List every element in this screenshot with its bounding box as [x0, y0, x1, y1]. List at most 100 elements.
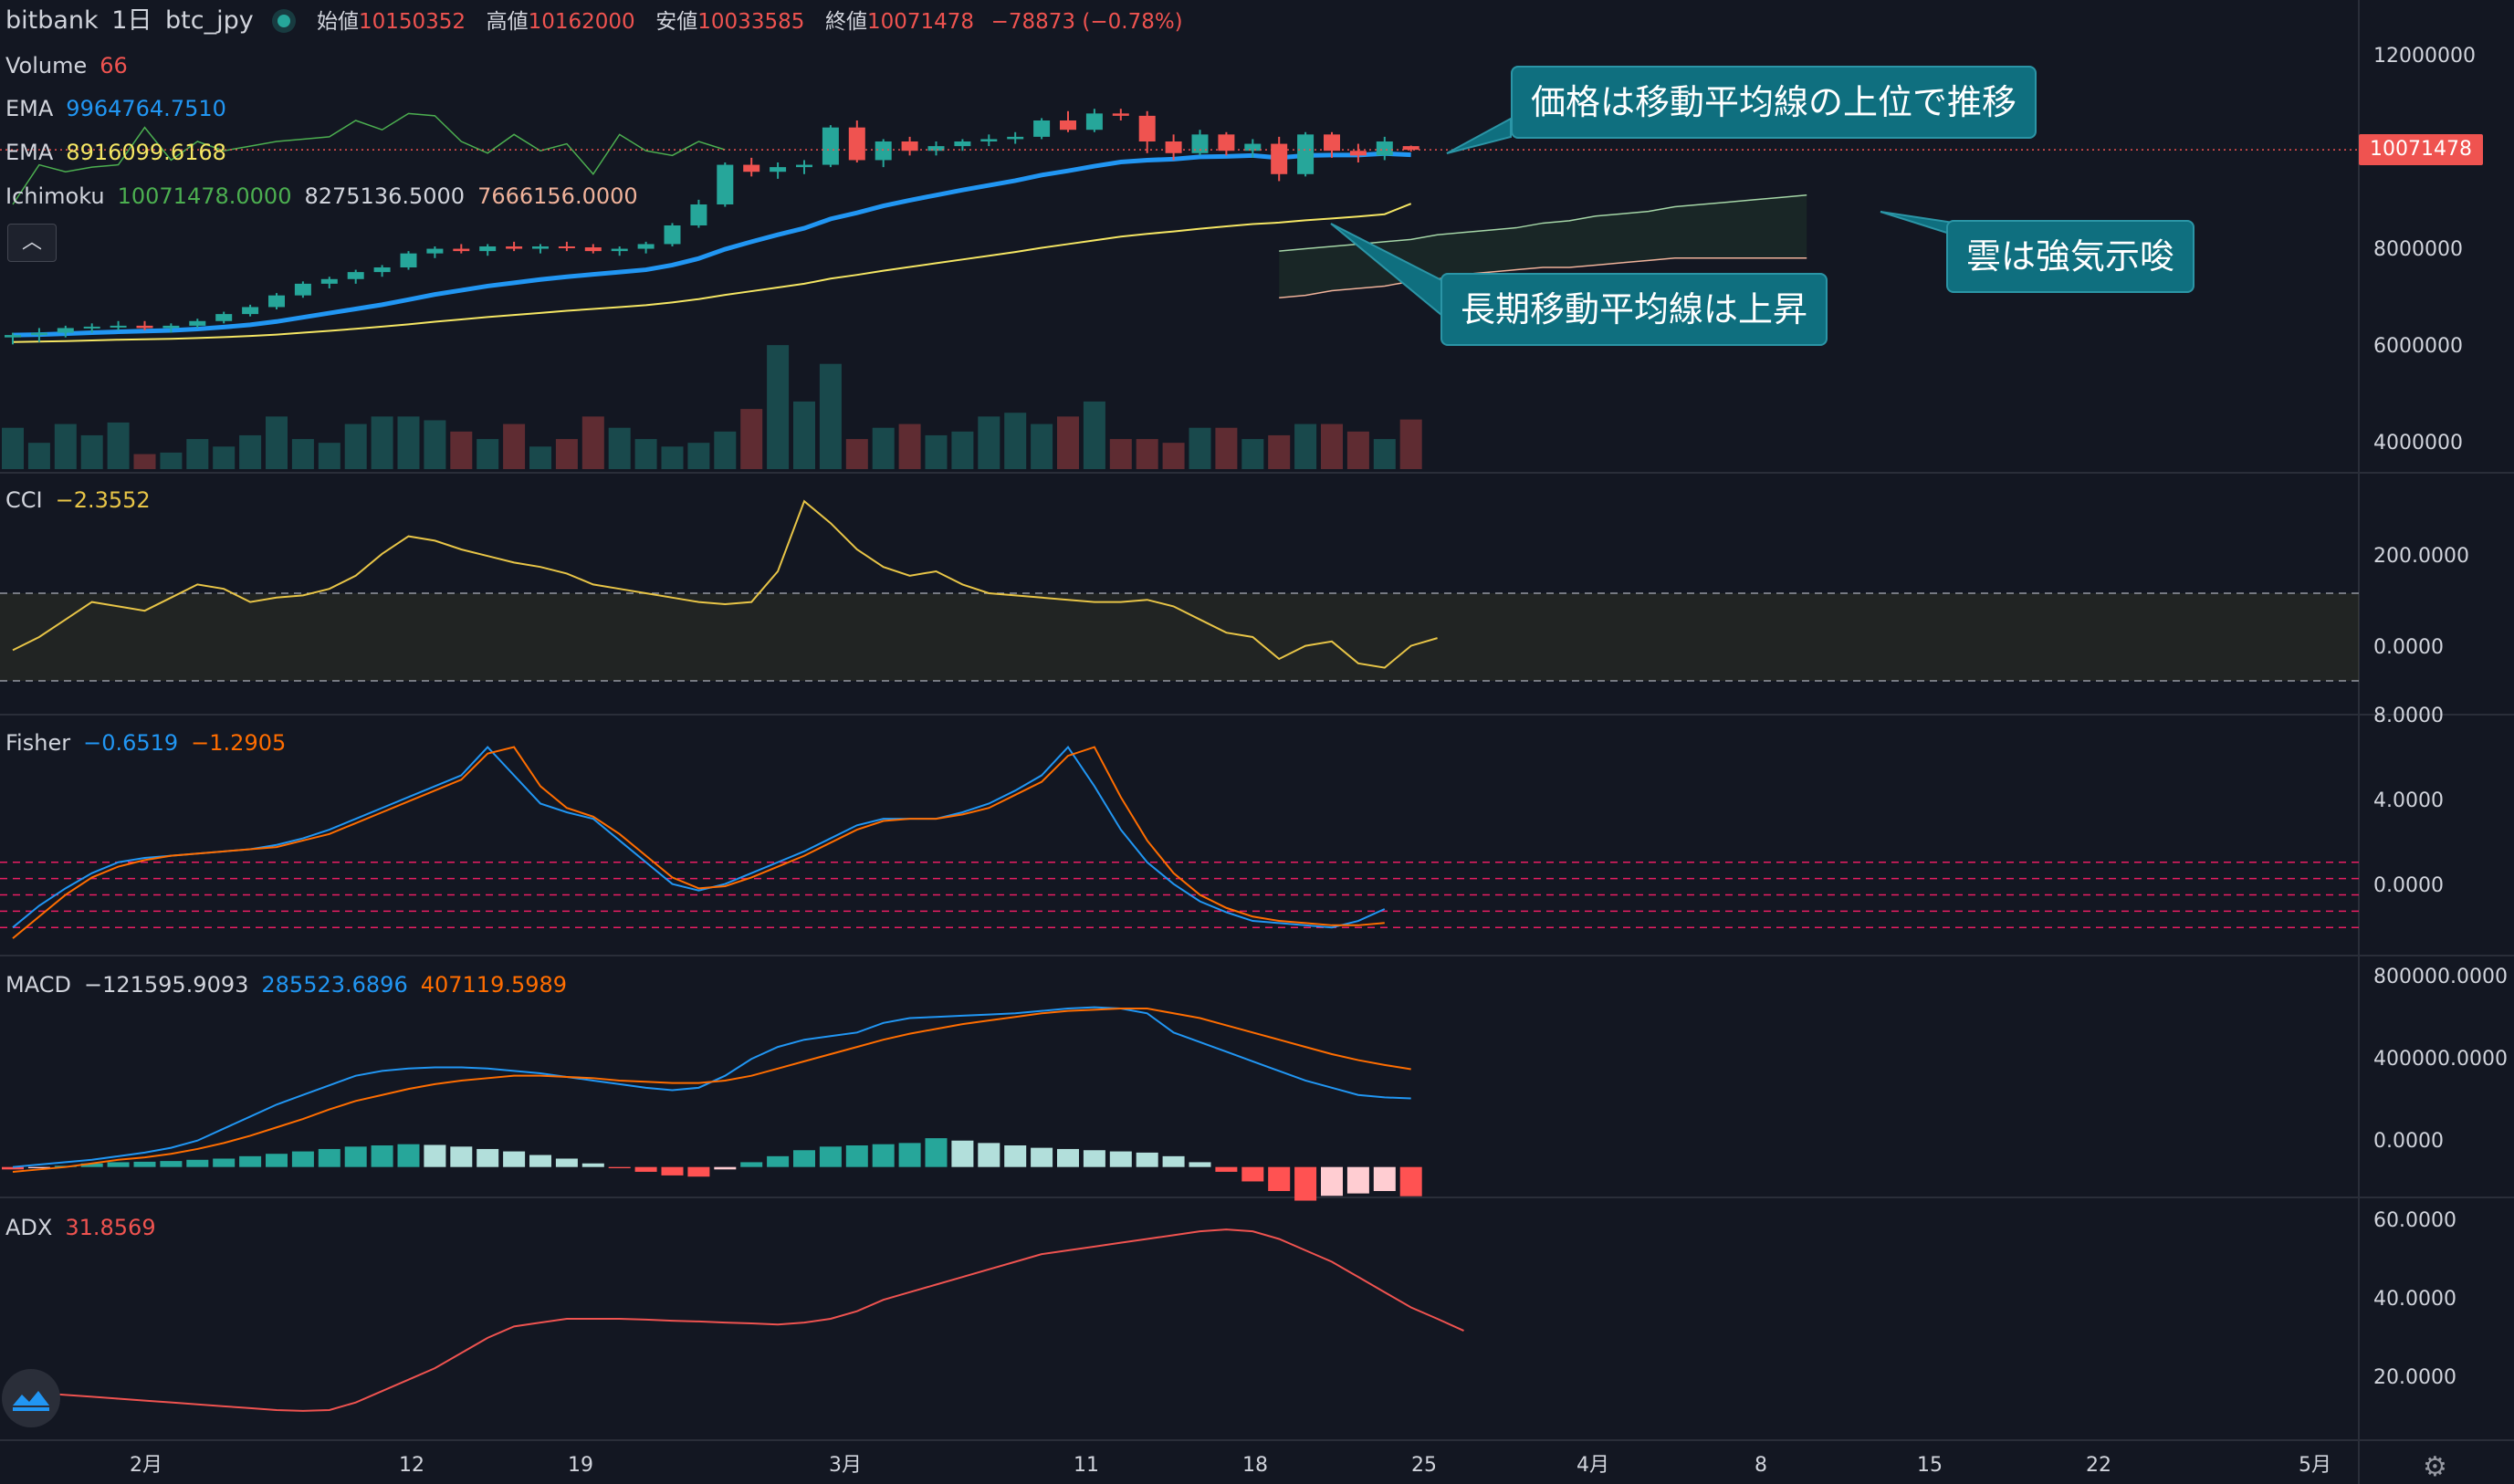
candle-body: [57, 328, 74, 333]
candle-body: [954, 141, 971, 147]
time-axis-tick: 18: [1242, 1454, 1268, 1477]
macd-histogram-bar: [1189, 1162, 1211, 1167]
volume-bar: [1215, 427, 1238, 469]
candle-body: [875, 141, 892, 161]
cci-label: CCI: [5, 487, 43, 513]
volume-bar: [503, 423, 526, 469]
macd-histogram-bar: [1004, 1145, 1027, 1167]
macd-histogram-bar: [1215, 1166, 1238, 1172]
open-value: 10150352: [358, 10, 466, 34]
tradingview-logo[interactable]: [2, 1369, 60, 1427]
macd-histogram-bar: [767, 1155, 790, 1167]
macd-histogram-bar: [344, 1146, 367, 1167]
macd-histogram-bar: [1162, 1155, 1185, 1167]
cci-legend[interactable]: CCI −2.3552: [5, 486, 163, 514]
low-label: 安値: [655, 10, 698, 34]
symbol-name[interactable]: btc_jpy: [165, 6, 254, 35]
ema-fast-legend[interactable]: EMA 9964764.7510: [5, 95, 239, 122]
fisher-label: Fisher: [5, 730, 71, 756]
interval-label[interactable]: 1日: [111, 6, 152, 35]
volume-bar: [793, 401, 815, 469]
volume-bar: [291, 439, 314, 469]
macd-legend[interactable]: MACD −121595.9093 285523.6896 407119.5989: [5, 971, 580, 998]
open-label: 始値: [316, 10, 359, 34]
ichimoku-value-3: 7666156.0000: [477, 183, 638, 209]
volume-value: 66: [100, 53, 128, 78]
volume-bar: [634, 439, 657, 469]
macd-histogram-bar: [107, 1162, 130, 1167]
fisher-legend[interactable]: Fisher −0.6519 −1.2905: [5, 729, 299, 757]
volume-bar: [1031, 423, 1053, 469]
change-value: −78873 (−0.78%): [990, 10, 1183, 34]
fisher-value-2: −1.2905: [191, 730, 287, 756]
volume-bar: [581, 416, 604, 469]
time-axis-tick: 2月: [130, 1454, 162, 1477]
macd-histogram-bar: [1399, 1166, 1422, 1197]
volume-bar: [1373, 439, 1396, 469]
volume-bar: [133, 454, 156, 469]
fisher-value-1: −0.6519: [83, 730, 179, 756]
callout-bullish-cloud[interactable]: 雲は強気示唆: [1946, 220, 2195, 293]
volume-bar: [477, 439, 499, 469]
candle-body: [347, 272, 364, 279]
volume-bar: [845, 439, 868, 469]
macd-histogram-bar: [555, 1158, 578, 1167]
macd-histogram-bar: [1346, 1166, 1369, 1194]
macd-line-2: [12, 1008, 1411, 1173]
candle-body: [1165, 141, 1182, 153]
candle-body: [796, 164, 812, 168]
volume-bar: [1321, 423, 1343, 469]
cci-line: [12, 499, 1438, 669]
candle-body: [690, 204, 707, 225]
macd-axis-tick: 400000.0000: [2373, 1048, 2508, 1071]
macd-histogram-bar: [477, 1148, 499, 1167]
macd-histogram-bar: [27, 1166, 50, 1168]
settings-gear-icon[interactable]: ⚙: [2423, 1451, 2447, 1483]
volume-bar: [1083, 401, 1105, 469]
macd-histogram-bar: [951, 1140, 974, 1167]
macd-histogram-bar: [581, 1163, 604, 1167]
volume-bar: [1004, 413, 1027, 469]
volume-bar: [872, 427, 895, 469]
adx-legend[interactable]: ADX 31.8569: [5, 1214, 169, 1241]
volume-legend[interactable]: Volume 66: [5, 52, 141, 79]
candle-body: [30, 332, 47, 336]
adx-axis-tick: 40.0000: [2373, 1288, 2456, 1311]
collapse-legend-button[interactable]: ︿: [7, 224, 57, 262]
candle-body: [901, 141, 918, 152]
volume-bar: [819, 363, 842, 469]
macd-histogram-bar: [1031, 1147, 1053, 1167]
macd-histogram-bar: [898, 1143, 921, 1167]
candle-body: [320, 278, 338, 284]
volume-label: Volume: [5, 53, 88, 78]
ema-slow-value: 8916099.6168: [66, 140, 226, 165]
exchange-name[interactable]: bitbank: [5, 6, 99, 35]
volume-bar: [767, 345, 790, 469]
candle-body: [770, 167, 787, 172]
macd-histogram-bar: [318, 1148, 340, 1167]
time-axis-tick: 3月: [829, 1454, 862, 1477]
ema-fast-line: [12, 151, 1411, 338]
price-axis-tick: 12000000: [2373, 45, 2476, 68]
candle-body: [1218, 134, 1235, 152]
volume-bar: [661, 446, 684, 469]
volume-bar: [27, 443, 50, 469]
volume-bar: [1268, 434, 1291, 469]
volume-bar: [424, 420, 446, 469]
candle-body: [822, 127, 839, 165]
volume-bar: [213, 446, 236, 469]
candle-body: [532, 246, 549, 249]
callout-price-above-ma[interactable]: 価格は移動平均線の上位で推移: [1511, 66, 2037, 139]
volume-bar: [951, 431, 974, 469]
macd-histogram-bar: [845, 1145, 868, 1167]
callout-long-ma-rising[interactable]: 長期移動平均線は上昇: [1440, 273, 1828, 346]
candle-body: [294, 283, 311, 296]
candle-body: [1297, 134, 1315, 174]
candle-body: [110, 325, 127, 328]
close-value: 10071478: [866, 10, 975, 34]
ichimoku-legend[interactable]: Ichimoku 10071478.0000 8275136.5000 7666156…: [5, 183, 651, 210]
volume-bar: [450, 431, 473, 469]
candle-body: [479, 246, 497, 252]
ema-slow-legend[interactable]: EMA 8916099.6168: [5, 139, 239, 166]
macd-histogram-bar: [687, 1166, 710, 1177]
